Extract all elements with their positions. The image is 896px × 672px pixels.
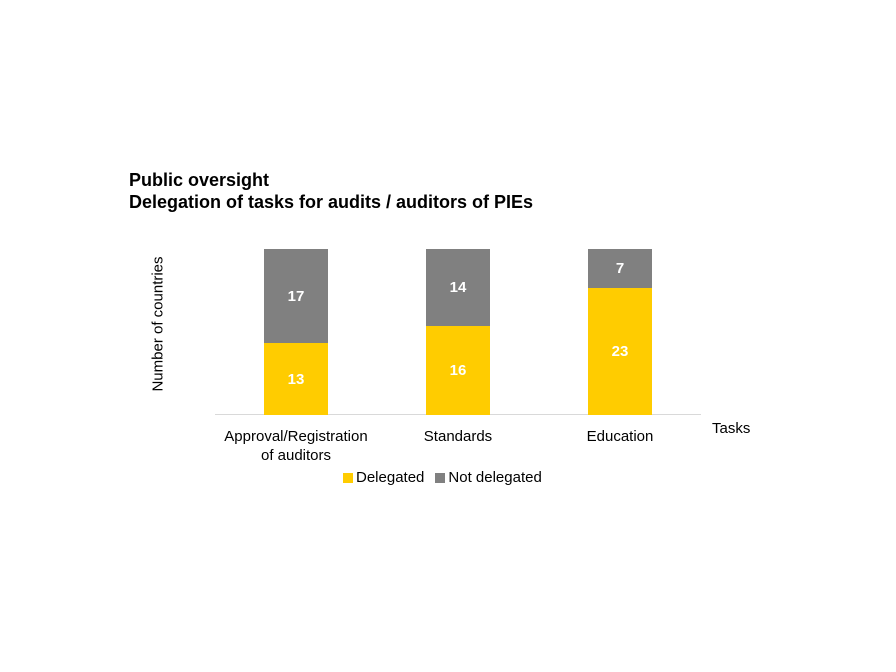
bar-segment-not-delegated: 7 — [588, 249, 652, 288]
x-tick-label-line: Approval/Registration — [224, 428, 368, 445]
y-axis-label: Number of countries — [149, 256, 167, 392]
legend-label: Not delegated — [448, 469, 542, 486]
x-tick-label-line: Standards — [423, 428, 493, 445]
legend-item-not-delegated: Not delegated — [435, 469, 542, 486]
legend-label: Delegated — [356, 469, 425, 486]
x-tick-label-line: Education — [586, 428, 654, 445]
data-label: 14 — [449, 279, 467, 297]
legend-item-delegated: Delegated — [343, 469, 424, 486]
x-tick-label: Education — [587, 427, 654, 446]
legend: Delegated Not delegated — [343, 469, 553, 486]
x-tick-label-line: of auditors — [260, 447, 332, 464]
x-tick-label: Approval/Registration of auditors — [224, 427, 367, 465]
bar-segment-delegated: 13 — [264, 343, 328, 415]
data-label: 16 — [449, 362, 467, 380]
x-tick-label: Standards — [424, 427, 492, 446]
bar-segment-delegated: 16 — [426, 326, 490, 415]
chart-title: Public oversight Delegation of tasks for… — [129, 169, 533, 213]
bar-segment-delegated: 23 — [588, 287, 652, 415]
data-label: 23 — [611, 342, 629, 360]
chart-title-line-1: Public oversight — [129, 170, 270, 190]
bar-segment-not-delegated: 17 — [264, 249, 328, 344]
legend-swatch-not-delegated — [435, 472, 446, 483]
legend-swatch-delegated — [343, 472, 353, 483]
chart-title-line-2: Delegation of tasks for audits / auditor… — [129, 192, 534, 212]
data-label: 13 — [287, 370, 305, 388]
data-label: 17 — [287, 287, 305, 305]
x-axis-label: Tasks — [712, 420, 751, 437]
data-label: 7 — [615, 259, 625, 277]
bar-segment-not-delegated: 14 — [426, 249, 490, 327]
